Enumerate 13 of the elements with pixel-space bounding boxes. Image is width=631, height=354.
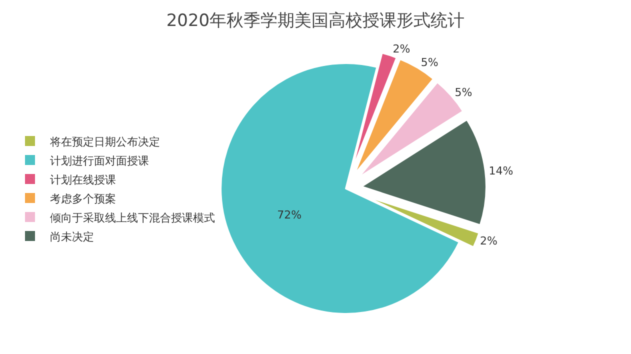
data-label: 2% (480, 234, 498, 248)
legend-label: 计划进行面对面授课 (50, 154, 149, 168)
legend-label: 计划在线授课 (50, 173, 116, 186)
legend-label: 考虑多个预案 (50, 192, 116, 206)
legend-label: 尚未决定 (50, 230, 94, 244)
data-label: 5% (420, 56, 438, 70)
data-label: 5% (454, 86, 472, 100)
legend-label: 倾向于采取线上线下混合授课模式 (50, 211, 215, 224)
legend-label: 将在预定日期公布决定 (49, 135, 160, 148)
data-label: 72% (277, 208, 302, 222)
chart-title: 2020年秋季学期美国高校授课形式统计 (166, 11, 465, 32)
data-label: 14% (488, 164, 514, 178)
data-label: 2% (392, 42, 410, 56)
